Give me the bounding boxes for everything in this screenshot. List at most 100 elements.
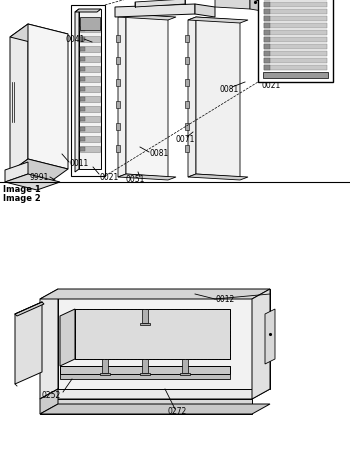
- Bar: [71, 5, 105, 176]
- Polygon shape: [75, 9, 79, 172]
- Polygon shape: [80, 87, 85, 91]
- Polygon shape: [264, 30, 270, 35]
- Polygon shape: [5, 174, 60, 190]
- Polygon shape: [40, 399, 252, 414]
- Polygon shape: [80, 17, 100, 30]
- Polygon shape: [40, 289, 270, 299]
- Polygon shape: [80, 76, 100, 82]
- Text: 0051: 0051: [125, 176, 144, 184]
- Text: 0272: 0272: [168, 408, 187, 416]
- Polygon shape: [195, 4, 215, 17]
- Polygon shape: [185, 101, 189, 108]
- Polygon shape: [180, 373, 190, 375]
- Polygon shape: [80, 107, 85, 111]
- Polygon shape: [80, 36, 100, 42]
- Polygon shape: [80, 127, 85, 131]
- Polygon shape: [80, 137, 85, 141]
- Polygon shape: [196, 17, 240, 177]
- Polygon shape: [80, 26, 100, 32]
- Polygon shape: [80, 147, 85, 151]
- Polygon shape: [80, 67, 85, 71]
- Polygon shape: [79, 9, 101, 169]
- Polygon shape: [118, 174, 176, 180]
- Polygon shape: [264, 58, 270, 63]
- Text: 0021: 0021: [100, 173, 119, 182]
- Polygon shape: [264, 37, 270, 42]
- Polygon shape: [80, 37, 85, 41]
- Polygon shape: [185, 145, 189, 152]
- Polygon shape: [80, 126, 100, 132]
- Polygon shape: [185, 57, 189, 64]
- Polygon shape: [80, 117, 85, 121]
- Polygon shape: [264, 2, 270, 7]
- Polygon shape: [264, 23, 270, 28]
- Polygon shape: [252, 289, 270, 399]
- Polygon shape: [15, 302, 44, 316]
- Polygon shape: [60, 374, 230, 379]
- Polygon shape: [264, 65, 270, 70]
- Polygon shape: [80, 96, 100, 102]
- Polygon shape: [264, 16, 270, 21]
- Polygon shape: [264, 51, 270, 56]
- Polygon shape: [60, 366, 230, 374]
- Polygon shape: [80, 77, 85, 81]
- Polygon shape: [116, 145, 120, 152]
- Polygon shape: [116, 35, 120, 42]
- Polygon shape: [15, 302, 42, 384]
- Polygon shape: [80, 66, 100, 72]
- Polygon shape: [60, 309, 75, 366]
- Polygon shape: [188, 174, 248, 180]
- Polygon shape: [118, 14, 176, 20]
- Text: 0012: 0012: [215, 295, 234, 304]
- Polygon shape: [80, 136, 100, 142]
- Polygon shape: [264, 30, 327, 35]
- Polygon shape: [10, 159, 68, 182]
- Polygon shape: [80, 27, 85, 31]
- Polygon shape: [10, 24, 68, 47]
- Polygon shape: [115, 4, 195, 17]
- Polygon shape: [118, 14, 126, 177]
- Text: 0041: 0041: [65, 35, 84, 44]
- Polygon shape: [116, 79, 120, 86]
- Polygon shape: [102, 359, 108, 373]
- Bar: [258, 0, 333, 82]
- Polygon shape: [264, 9, 270, 14]
- Polygon shape: [264, 65, 327, 70]
- Polygon shape: [80, 57, 85, 61]
- Polygon shape: [5, 162, 28, 182]
- Polygon shape: [80, 56, 100, 62]
- Polygon shape: [135, 0, 185, 7]
- Polygon shape: [40, 389, 270, 399]
- Text: 0252: 0252: [42, 391, 61, 400]
- Polygon shape: [116, 57, 120, 64]
- Polygon shape: [140, 323, 150, 325]
- Polygon shape: [264, 23, 327, 28]
- Text: 9991: 9991: [30, 173, 49, 182]
- Polygon shape: [185, 79, 189, 86]
- Polygon shape: [264, 44, 327, 49]
- Polygon shape: [80, 97, 85, 101]
- Polygon shape: [75, 309, 230, 359]
- Polygon shape: [126, 14, 168, 177]
- Text: 0011: 0011: [70, 159, 89, 168]
- Text: 0081: 0081: [220, 85, 239, 94]
- Polygon shape: [80, 106, 100, 112]
- Polygon shape: [188, 17, 196, 177]
- Polygon shape: [142, 359, 148, 373]
- Polygon shape: [188, 17, 248, 23]
- Text: 0071: 0071: [175, 135, 194, 144]
- Polygon shape: [250, 0, 268, 12]
- Polygon shape: [264, 51, 327, 56]
- Text: 0021: 0021: [262, 82, 281, 90]
- Polygon shape: [264, 2, 327, 7]
- Polygon shape: [116, 101, 120, 108]
- Polygon shape: [80, 146, 100, 152]
- Text: Image 2: Image 2: [3, 194, 41, 203]
- Polygon shape: [80, 116, 100, 122]
- Polygon shape: [264, 16, 327, 21]
- Polygon shape: [185, 123, 189, 130]
- Polygon shape: [40, 289, 58, 399]
- Polygon shape: [264, 44, 270, 49]
- Text: Image 1: Image 1: [3, 185, 41, 194]
- Polygon shape: [80, 46, 100, 52]
